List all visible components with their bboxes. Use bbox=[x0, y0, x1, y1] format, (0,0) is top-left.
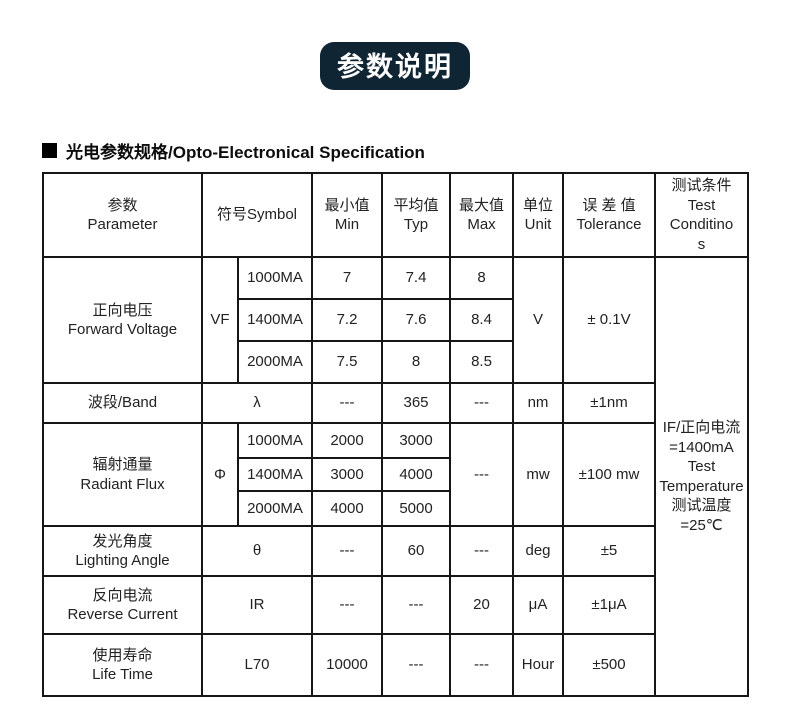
cell-life-time-tolerance: ±500 bbox=[562, 633, 656, 697]
cell-reverse-current-tolerance: ±1μA bbox=[562, 575, 656, 635]
cell-band-max: --- bbox=[449, 382, 514, 424]
cell-reverse-current-name: 反向电流 Reverse Current bbox=[42, 575, 203, 635]
cell-fv-1000ma-max: 8 bbox=[449, 256, 514, 300]
cell-life-time-unit: Hour bbox=[512, 633, 564, 697]
header-tolerance: 误 差 值 Tolerance bbox=[562, 172, 656, 258]
cell-life-time-name: 使用寿命 Life Time bbox=[42, 633, 203, 697]
table-row-band: 波段/Band λ --- 365 --- nm ±1nm bbox=[42, 382, 748, 424]
table-row-radiant-flux-1400ma: 1400MA 3000 4000 bbox=[43, 457, 748, 492]
cell-rf-1000ma-label: 1000MA bbox=[237, 422, 313, 459]
cell-radiant-flux-tolerance: ±100 mw bbox=[562, 422, 656, 527]
cell-life-time-symbol: L70 bbox=[201, 633, 313, 697]
section-title-text: 光电参数规格/Opto-Electronical Specification bbox=[66, 143, 425, 162]
cell-fv-2000ma-max: 8.5 bbox=[449, 340, 514, 384]
cell-fv-2000ma-label: 2000MA bbox=[237, 340, 313, 384]
cell-radiant-flux-unit: mw bbox=[512, 422, 564, 527]
cell-band-unit: nm bbox=[512, 382, 564, 424]
cell-reverse-current-min: --- bbox=[311, 575, 383, 635]
cell-lighting-angle-max: --- bbox=[449, 525, 514, 577]
section-title: 光电参数规格/Opto-Electronical Specification bbox=[42, 138, 790, 163]
cell-lighting-angle-typ: 60 bbox=[381, 525, 451, 577]
header-unit: 单位 Unit bbox=[512, 172, 564, 258]
parameter-description-badge: 参数说明 bbox=[320, 42, 470, 90]
cell-band-name: 波段/Band bbox=[42, 382, 203, 424]
table-header-row: 参数 Parameter 符号Symbol 最小值 Min 平均值 Typ 最大… bbox=[42, 172, 749, 258]
cell-life-time-min: 10000 bbox=[311, 633, 383, 697]
cell-rf-1400ma-typ: 4000 bbox=[381, 457, 451, 492]
cell-band-tolerance: ±1nm bbox=[562, 382, 656, 424]
cell-forward-voltage-symbol: VF bbox=[201, 256, 239, 384]
cell-forward-voltage-name: 正向电压 Forward Voltage bbox=[42, 256, 203, 384]
section-bullet-square bbox=[42, 143, 57, 158]
cell-test-conditions: IF/正向电流 =1400mA Test Temperature 测试温度 =2… bbox=[654, 256, 749, 697]
cell-life-time-typ: --- bbox=[381, 633, 451, 697]
table-row-forward-voltage-2000ma: 2000MA 7.5 8 8.5 bbox=[43, 340, 748, 384]
cell-rf-2000ma-typ: 5000 bbox=[381, 490, 451, 527]
header-parameter: 参数 Parameter bbox=[42, 172, 203, 258]
cell-rf-1000ma-typ: 3000 bbox=[381, 422, 451, 459]
cell-rf-2000ma-label: 2000MA bbox=[237, 490, 313, 527]
table-row-reverse-current: 反向电流 Reverse Current IR --- --- 20 μA ±1… bbox=[42, 575, 748, 635]
cell-fv-1400ma-typ: 7.6 bbox=[381, 298, 451, 342]
cell-fv-1400ma-max: 8.4 bbox=[449, 298, 514, 342]
cell-band-min: --- bbox=[311, 382, 383, 424]
cell-fv-1400ma-label: 1400MA bbox=[237, 298, 313, 342]
cell-radiant-flux-max: --- bbox=[449, 422, 514, 527]
table-row-lighting-angle: 发光角度 Lighting Angle θ --- 60 --- deg ±5 bbox=[42, 525, 748, 577]
cell-forward-voltage-tolerance: ± 0.1V bbox=[562, 256, 656, 384]
cell-lighting-angle-min: --- bbox=[311, 525, 383, 577]
cell-rf-2000ma-min: 4000 bbox=[311, 490, 383, 527]
table-row-radiant-flux-1000ma: 辐射通量 Radiant Flux Φ 1000MA 2000 3000 ---… bbox=[42, 422, 748, 527]
cell-reverse-current-symbol: IR bbox=[201, 575, 313, 635]
header-typ: 平均值 Typ bbox=[381, 172, 451, 258]
cell-fv-2000ma-min: 7.5 bbox=[311, 340, 383, 384]
cell-reverse-current-unit: μA bbox=[512, 575, 564, 635]
cell-band-typ: 365 bbox=[381, 382, 451, 424]
cell-lighting-angle-tolerance: ±5 bbox=[562, 525, 656, 577]
header-max: 最大值 Max bbox=[449, 172, 514, 258]
cell-radiant-flux-name: 辐射通量 Radiant Flux bbox=[42, 422, 203, 527]
header-test-conditions: 测试条件 Test Conditino s bbox=[654, 172, 749, 258]
cell-rf-1400ma-min: 3000 bbox=[311, 457, 383, 492]
header-min: 最小值 Min bbox=[311, 172, 383, 258]
cell-rf-1400ma-label: 1400MA bbox=[237, 457, 313, 492]
cell-life-time-max: --- bbox=[449, 633, 514, 697]
table-row-forward-voltage-1400ma: 1400MA 7.2 7.6 8.4 bbox=[43, 298, 748, 342]
cell-fv-1000ma-min: 7 bbox=[311, 256, 383, 300]
cell-rf-1000ma-min: 2000 bbox=[311, 422, 383, 459]
cell-lighting-angle-symbol: θ bbox=[201, 525, 313, 577]
cell-forward-voltage-unit: V bbox=[512, 256, 564, 384]
cell-reverse-current-max: 20 bbox=[449, 575, 514, 635]
badge-container: 参数说明 bbox=[0, 0, 790, 90]
cell-band-symbol: λ bbox=[201, 382, 313, 424]
cell-lighting-angle-unit: deg bbox=[512, 525, 564, 577]
table-row-life-time: 使用寿命 Life Time L70 10000 --- --- Hour ±5… bbox=[42, 633, 748, 697]
cell-fv-1000ma-label: 1000MA bbox=[237, 256, 313, 300]
cell-fv-1400ma-min: 7.2 bbox=[311, 298, 383, 342]
table-row-forward-voltage-1000ma: 正向电压 Forward Voltage VF 1000MA 7 7.4 8 V… bbox=[42, 256, 749, 697]
cell-fv-2000ma-typ: 8 bbox=[381, 340, 451, 384]
table-row-radiant-flux-2000ma: 2000MA 4000 5000 bbox=[43, 490, 748, 527]
header-symbol: 符号Symbol bbox=[201, 172, 313, 258]
cell-lighting-angle-name: 发光角度 Lighting Angle bbox=[42, 525, 203, 577]
cell-radiant-flux-symbol: Φ bbox=[201, 422, 239, 527]
cell-fv-1000ma-typ: 7.4 bbox=[381, 256, 451, 300]
cell-reverse-current-typ: --- bbox=[381, 575, 451, 635]
opto-electronical-spec-table: 参数 Parameter 符号Symbol 最小值 Min 平均值 Typ 最大… bbox=[42, 172, 749, 697]
